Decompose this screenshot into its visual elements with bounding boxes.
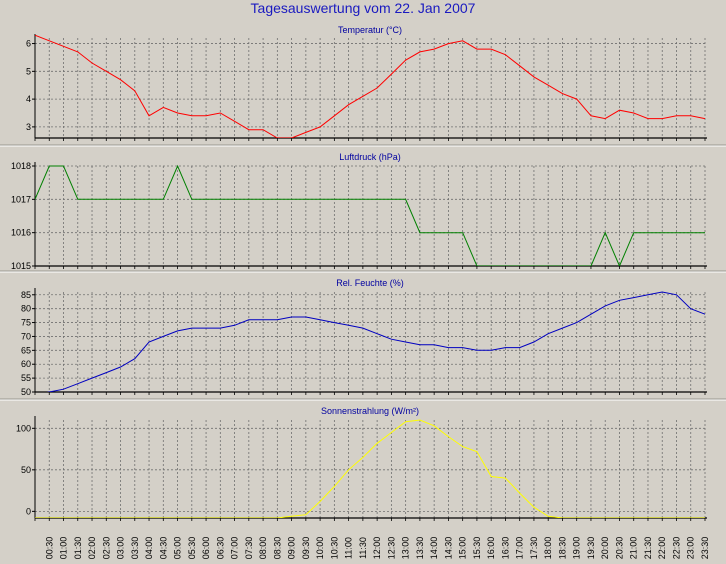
- x-tick-label: 05:00: [173, 537, 183, 560]
- x-tick-label: 19:00: [572, 537, 582, 560]
- chart-panel-1: Temperatur (°C) 3 4 5 6: [26, 25, 707, 141]
- y-tick-label: 4: [26, 94, 31, 104]
- y-tick-label: 85: [21, 290, 31, 300]
- x-tick-label: 03:30: [130, 537, 140, 560]
- x-tick-label: 06:30: [215, 537, 225, 560]
- x-tick-label: 16:30: [500, 537, 510, 560]
- x-tick-label: 17:00: [515, 537, 525, 560]
- y-tick-label: 5: [26, 66, 31, 76]
- x-tick-label: 11:00: [344, 537, 354, 559]
- y-tick-label: 65: [21, 345, 31, 355]
- x-tick-label: 20:30: [614, 537, 624, 560]
- x-tick-label: 09:30: [301, 537, 311, 560]
- chart-panel-3: Rel. Feuchte (%) 50 55 60 65 70 75 80 85: [21, 278, 707, 397]
- x-tick-label: 21:00: [629, 537, 639, 560]
- y-tick-label: 80: [21, 304, 31, 314]
- y-tick-label: 75: [21, 318, 31, 328]
- x-tick-label: 18:00: [543, 537, 553, 560]
- x-tick-label: 20:00: [600, 537, 610, 560]
- x-tick-label: 11:30: [358, 537, 368, 559]
- x-tick-label: 10:30: [329, 537, 339, 560]
- chart-title: Rel. Feuchte (%): [336, 278, 404, 288]
- x-tick-label: 03:00: [116, 537, 126, 560]
- x-tick-label: 13:30: [415, 537, 425, 560]
- x-tick-label: 02:00: [87, 537, 97, 560]
- series-line: [35, 419, 705, 518]
- x-tick-label: 23:00: [686, 537, 696, 560]
- y-tick-label: 1018: [11, 161, 31, 171]
- series-line: [35, 164, 705, 266]
- series-line: [46, 291, 706, 392]
- y-tick-label: 50: [21, 387, 31, 397]
- x-tick-label: 06:00: [201, 537, 211, 560]
- y-tick-label: 6: [26, 39, 31, 49]
- x-tick-label: 16:00: [486, 537, 496, 560]
- x-tick-label: 10:00: [315, 537, 325, 560]
- x-tick-label: 01:30: [73, 537, 83, 560]
- x-tick-label: 12:00: [372, 537, 382, 560]
- y-tick-label: 1016: [11, 228, 31, 238]
- y-tick-label: 1015: [11, 261, 31, 271]
- x-tick-label: 19:30: [586, 537, 596, 560]
- chart-title: Sonnenstrahlung (W/m²): [321, 406, 419, 416]
- x-tick-label: 05:30: [187, 537, 197, 560]
- y-tick-label: 50: [21, 465, 31, 475]
- x-tick-label: 08:00: [258, 537, 268, 560]
- x-tick-label: 01:00: [59, 537, 69, 560]
- y-tick-label: 1017: [11, 194, 31, 204]
- x-tick-label: 09:00: [287, 537, 297, 560]
- page-title: Tagesauswertung vom 22. Jan 2007: [250, 0, 476, 16]
- x-tick-label: 22:30: [671, 537, 681, 560]
- y-tick-label: 0: [26, 506, 31, 516]
- x-tick-label: 04:00: [144, 537, 154, 560]
- y-tick-label: 3: [26, 122, 31, 132]
- chart-panel-4: Sonnenstrahlung (W/m²) 0 50 100: [16, 406, 707, 521]
- series-line: [35, 34, 706, 138]
- x-tick-label: 17:30: [529, 537, 539, 560]
- x-tick-label: 04:30: [158, 537, 168, 560]
- x-tick-label: 15:30: [472, 537, 482, 560]
- x-tick-label: 21:30: [643, 537, 653, 560]
- y-tick-label: 60: [21, 359, 31, 369]
- x-tick-label: 22:00: [657, 537, 667, 560]
- x-tick-label: 12:30: [386, 537, 396, 560]
- x-tick-label: 13:00: [401, 537, 411, 560]
- x-tick-label: 07:30: [244, 537, 254, 560]
- y-tick-label: 70: [21, 331, 31, 341]
- x-tick-label: 08:30: [272, 537, 282, 560]
- x-tick-label: 15:00: [458, 537, 468, 560]
- y-tick-label: 100: [16, 423, 31, 433]
- x-tick-label: 23:30: [700, 537, 710, 560]
- y-tick-label: 55: [21, 373, 31, 383]
- x-tick-label: 18:30: [557, 537, 567, 560]
- chart-title: Luftdruck (hPa): [339, 152, 401, 162]
- x-tick-label: 14:30: [443, 537, 453, 560]
- chart-panel-2: Luftdruck (hPa) 1015 1016 1017 1018: [11, 152, 707, 271]
- x-tick-label: 14:00: [429, 537, 439, 560]
- x-tick-label: 07:00: [230, 537, 240, 560]
- chart-title: Temperatur (°C): [338, 25, 402, 35]
- x-tick-label: 00:30: [44, 537, 54, 560]
- x-tick-label: 02:30: [101, 537, 111, 560]
